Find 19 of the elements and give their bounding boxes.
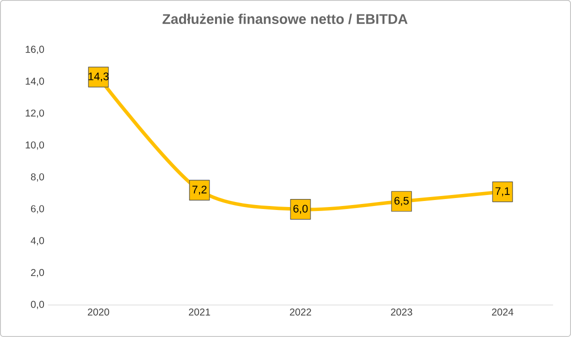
data-label: 7,2 (192, 186, 207, 195)
data-label: 6,5 (394, 196, 409, 206)
chart-title: Zadłużenie finansowe netto / EBITDA (162, 14, 408, 24)
y-tick-label: 2,0 (31, 269, 44, 278)
data-label: 6,0 (293, 204, 308, 214)
data-label: 7,1 (496, 187, 510, 196)
y-tick-label: 14,0 (26, 78, 44, 86)
y-tick-label: 8,0 (30, 173, 44, 182)
x-tick-label: 2020 (88, 308, 110, 316)
y-tick-label: 4,0 (30, 237, 44, 246)
y-tick-label: 10,0 (26, 142, 44, 150)
y-tick-label: 6,0 (31, 205, 44, 214)
x-tick-label: 2024 (492, 308, 514, 316)
y-tick-label: 0,0 (30, 300, 44, 310)
y-tick-label: 16,0 (26, 46, 44, 54)
x-tick-label: 2022 (290, 308, 312, 316)
y-tick-label: 12,0 (26, 110, 44, 118)
x-tick-label: 2023 (390, 308, 412, 316)
x-tick-label: 2021 (188, 308, 210, 316)
